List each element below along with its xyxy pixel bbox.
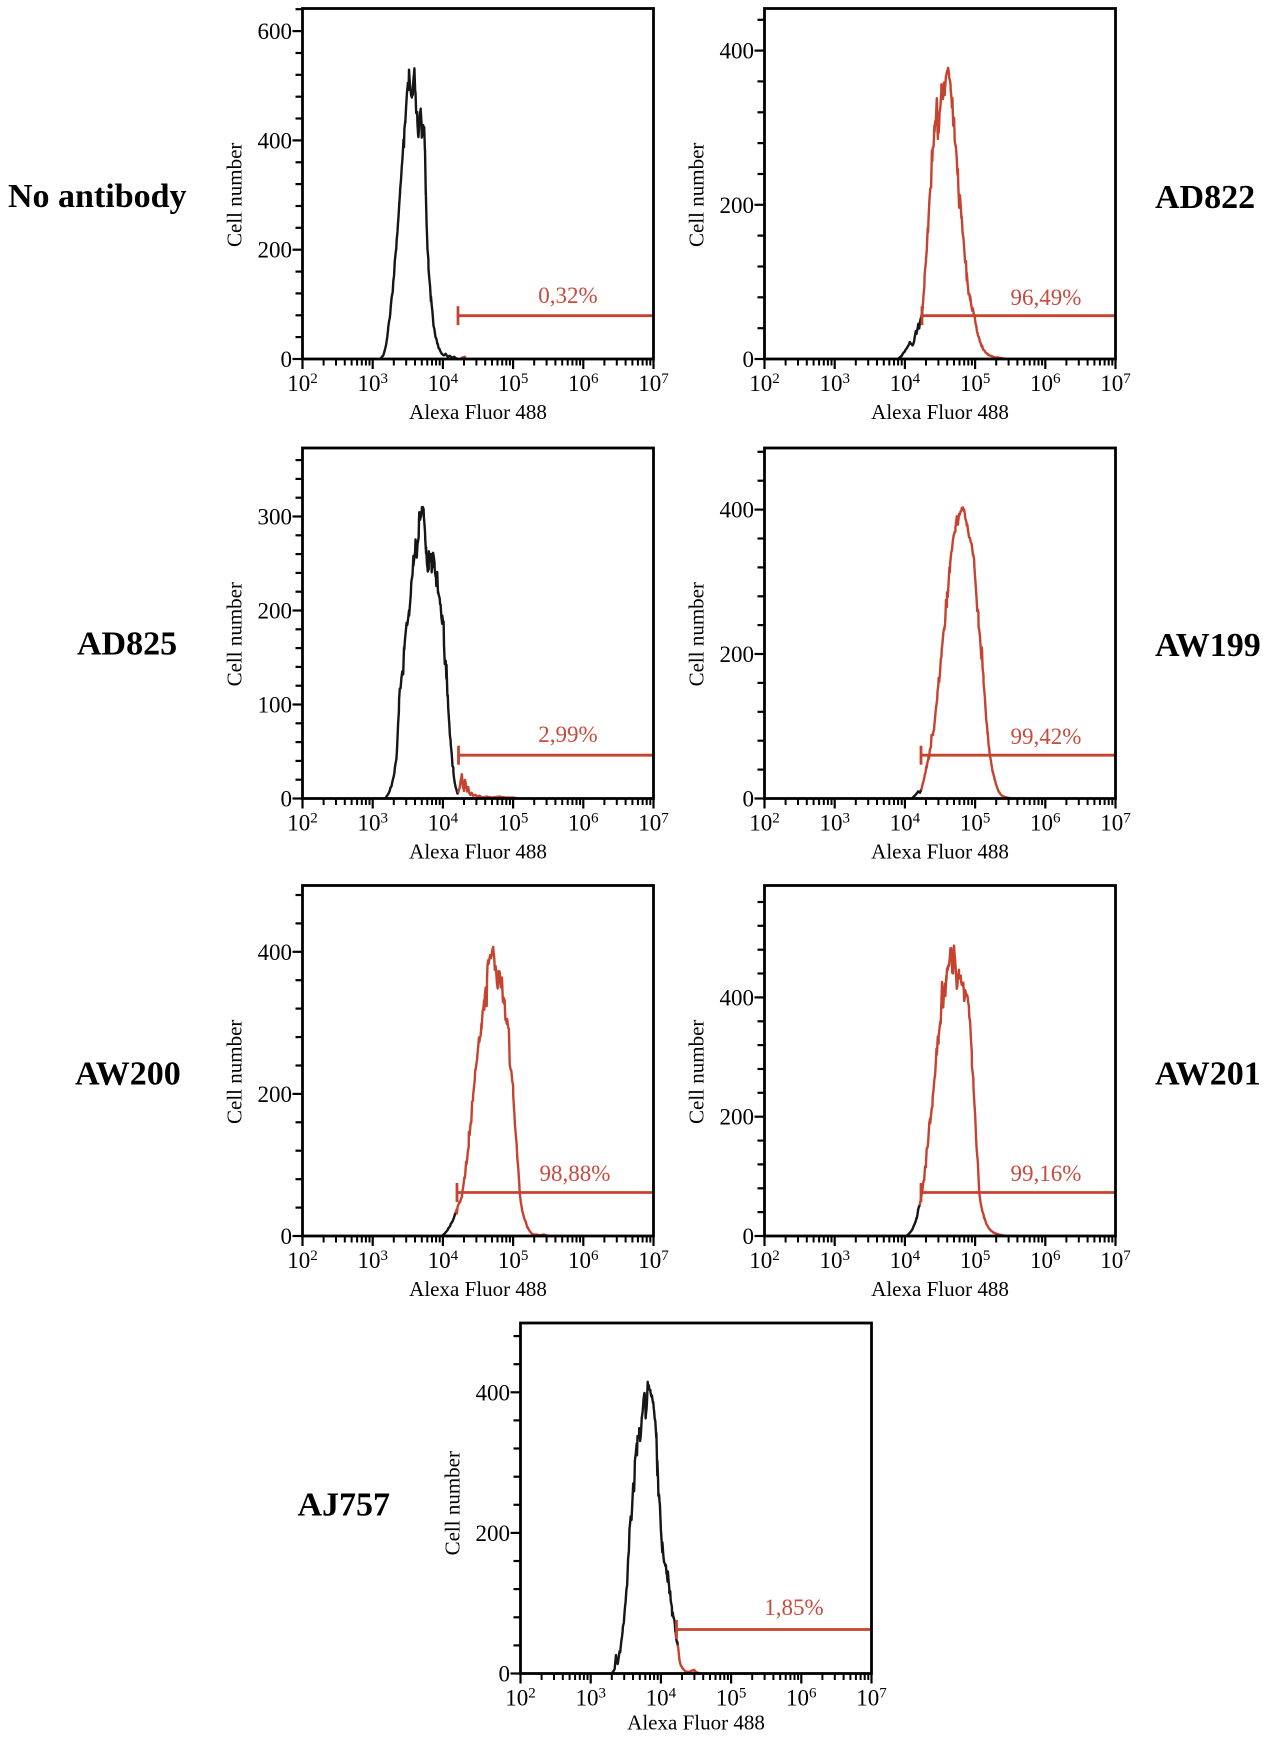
svg-text:0: 0 <box>281 787 293 812</box>
svg-text:98,88%: 98,88% <box>540 1161 611 1186</box>
svg-text:106: 106 <box>568 811 599 836</box>
svg-text:0: 0 <box>743 1224 755 1249</box>
svg-text:200: 200 <box>720 1105 755 1130</box>
svg-text:AW200: AW200 <box>75 1056 181 1093</box>
svg-text:Cell number: Cell number <box>223 143 247 247</box>
svg-text:Alexa Fluor 488: Alexa Fluor 488 <box>627 1711 765 1735</box>
svg-text:Alexa Fluor 488: Alexa Fluor 488 <box>871 840 1009 864</box>
svg-text:200: 200 <box>258 599 293 624</box>
svg-text:600: 600 <box>258 19 293 44</box>
svg-text:107: 107 <box>1100 1248 1131 1273</box>
svg-text:400: 400 <box>720 985 755 1010</box>
svg-text:0: 0 <box>281 1224 293 1249</box>
svg-text:99,16%: 99,16% <box>1011 1161 1082 1186</box>
svg-text:0: 0 <box>499 1662 511 1687</box>
svg-text:96,49%: 96,49% <box>1011 285 1082 310</box>
svg-text:99,42%: 99,42% <box>1011 724 1082 749</box>
svg-text:400: 400 <box>476 1380 511 1405</box>
svg-text:Cell number: Cell number <box>223 582 247 686</box>
svg-text:104: 104 <box>890 371 921 396</box>
svg-text:2,99%: 2,99% <box>538 722 597 747</box>
svg-text:Cell number: Cell number <box>685 1020 709 1124</box>
svg-text:Alexa Fluor 488: Alexa Fluor 488 <box>409 1277 547 1301</box>
svg-text:104: 104 <box>428 811 459 836</box>
svg-text:400: 400 <box>258 940 293 965</box>
svg-text:200: 200 <box>720 193 755 218</box>
svg-text:Cell number: Cell number <box>685 143 709 247</box>
svg-text:400: 400 <box>720 498 755 523</box>
svg-text:200: 200 <box>476 1521 511 1546</box>
svg-text:200: 200 <box>258 238 293 263</box>
svg-text:Alexa Fluor 488: Alexa Fluor 488 <box>409 400 547 424</box>
svg-text:0,32%: 0,32% <box>538 283 597 308</box>
svg-text:Alexa Fluor 488: Alexa Fluor 488 <box>871 400 1009 424</box>
svg-text:Alexa Fluor 488: Alexa Fluor 488 <box>409 840 547 864</box>
svg-text:1,85%: 1,85% <box>764 1595 823 1620</box>
svg-text:AW199: AW199 <box>1155 627 1261 664</box>
svg-text:0: 0 <box>743 787 755 812</box>
svg-text:AD825: AD825 <box>77 626 177 663</box>
svg-text:300: 300 <box>258 505 293 530</box>
svg-text:0: 0 <box>281 347 293 372</box>
svg-text:400: 400 <box>258 128 293 153</box>
svg-text:No antibody: No antibody <box>8 178 187 215</box>
svg-text:102: 102 <box>287 811 318 836</box>
svg-text:AW201: AW201 <box>1155 1056 1261 1093</box>
svg-text:AD822: AD822 <box>1155 179 1255 216</box>
svg-text:Alexa Fluor 488: Alexa Fluor 488 <box>871 1277 1009 1301</box>
svg-text:100: 100 <box>258 693 293 718</box>
svg-text:400: 400 <box>720 39 755 64</box>
svg-text:Cell number: Cell number <box>223 1020 247 1124</box>
svg-text:200: 200 <box>720 642 755 667</box>
svg-text:0: 0 <box>743 347 755 372</box>
svg-text:Cell number: Cell number <box>685 582 709 686</box>
svg-text:200: 200 <box>258 1082 293 1107</box>
svg-text:Cell number: Cell number <box>441 1451 465 1555</box>
svg-text:AJ757: AJ757 <box>298 1487 391 1524</box>
